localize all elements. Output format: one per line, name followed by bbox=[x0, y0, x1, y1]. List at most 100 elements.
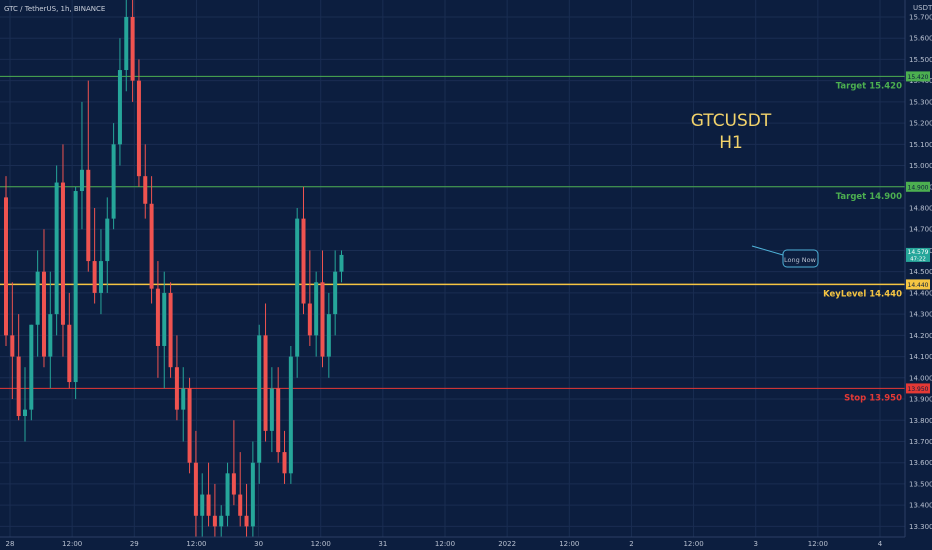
candle bbox=[117, 38, 122, 166]
callout-box bbox=[782, 249, 819, 268]
candle-body bbox=[168, 292, 173, 368]
price-tick: 15.300 bbox=[909, 98, 932, 106]
level-badge-text: 15.420 bbox=[908, 74, 929, 81]
candle-body bbox=[314, 282, 319, 336]
level-badge-text: 14.900 bbox=[908, 184, 929, 191]
candle bbox=[136, 59, 141, 187]
candle bbox=[35, 250, 40, 357]
price-axis bbox=[905, 0, 932, 550]
level-badge bbox=[906, 71, 930, 82]
long-callout[interactable]: Long Now bbox=[751, 245, 819, 268]
candle-body bbox=[301, 218, 306, 304]
candle-body bbox=[257, 335, 262, 463]
time-tick: 2022 bbox=[498, 540, 516, 548]
candle bbox=[79, 101, 84, 230]
price-tick: 15.700 bbox=[909, 13, 932, 21]
price-tick: 13.800 bbox=[909, 417, 932, 425]
candle-body bbox=[244, 515, 249, 527]
candle-body bbox=[29, 324, 34, 410]
candle-body bbox=[41, 271, 46, 357]
candle bbox=[168, 282, 173, 378]
candle-body bbox=[231, 473, 236, 495]
candle-body bbox=[212, 515, 217, 527]
candle bbox=[295, 208, 300, 378]
price-tick: 13.700 bbox=[909, 438, 932, 446]
candle-body bbox=[250, 462, 255, 527]
candle bbox=[250, 441, 255, 537]
candle-body bbox=[225, 473, 230, 516]
price-tick: 14.500 bbox=[909, 268, 932, 276]
candle bbox=[314, 271, 319, 357]
candle bbox=[73, 186, 78, 400]
time-tick: 2 bbox=[629, 540, 633, 548]
watermark-line2: H1 bbox=[719, 133, 743, 153]
currency-label: USDT bbox=[913, 4, 932, 12]
candle bbox=[16, 314, 21, 421]
candle-body bbox=[155, 288, 160, 346]
candle bbox=[124, 0, 129, 92]
candle bbox=[10, 282, 15, 400]
price-tick: 14.200 bbox=[909, 332, 932, 340]
candle-body bbox=[79, 169, 84, 192]
candle-body bbox=[288, 356, 293, 474]
candle bbox=[187, 377, 192, 474]
candle bbox=[4, 176, 8, 346]
candle bbox=[238, 452, 243, 527]
price-tick: 13.300 bbox=[909, 523, 932, 531]
candle bbox=[263, 303, 268, 442]
callout-pointer bbox=[751, 245, 784, 256]
candle bbox=[181, 367, 186, 442]
price-tick: 14.100 bbox=[909, 353, 932, 361]
price-tick: 14.000 bbox=[909, 374, 932, 382]
candle bbox=[174, 335, 179, 421]
candle bbox=[86, 80, 91, 272]
candle-body bbox=[149, 203, 154, 289]
candle-body bbox=[73, 191, 78, 383]
symbol-title: GTC / TetherUS, 1h, BINANCE bbox=[4, 5, 105, 13]
time-axis-ticks: 28 12:00 29 12:00 30 12:00 31 12:00 2022 12:00 2 12… bbox=[6, 540, 883, 548]
price-tick: 14.800 bbox=[909, 205, 932, 213]
candle-body bbox=[60, 182, 65, 325]
candle bbox=[288, 345, 293, 484]
time-tick: 4 bbox=[878, 540, 883, 548]
candle bbox=[231, 420, 236, 506]
candle bbox=[219, 505, 224, 537]
candle-body bbox=[111, 144, 116, 219]
time-tick: 12:00 bbox=[683, 540, 703, 548]
candle bbox=[212, 483, 217, 537]
level-badge bbox=[906, 383, 930, 394]
time-tick: 12:00 bbox=[186, 540, 206, 548]
level-badge bbox=[906, 181, 930, 192]
level-badge-text: 13.950 bbox=[908, 386, 929, 393]
candle bbox=[67, 292, 72, 389]
level-badge bbox=[906, 279, 930, 290]
candle bbox=[333, 250, 338, 336]
time-tick: 12:00 bbox=[435, 540, 455, 548]
time-axis bbox=[0, 537, 932, 550]
candle-body bbox=[124, 16, 129, 71]
candle bbox=[282, 430, 287, 484]
candle-body bbox=[35, 271, 40, 325]
level-label: Stop 13.950 bbox=[844, 393, 902, 403]
callout-label: Long Now bbox=[784, 256, 817, 264]
time-tick: 30 bbox=[254, 540, 263, 548]
time-tick: 29 bbox=[130, 540, 139, 548]
candle-body bbox=[48, 314, 53, 357]
candle-body bbox=[320, 282, 325, 357]
candle bbox=[130, 0, 135, 102]
current-price-badge bbox=[906, 247, 930, 262]
candle-body bbox=[339, 254, 344, 272]
time-tick: 28 bbox=[6, 540, 15, 548]
candle-body bbox=[92, 261, 97, 293]
price-tick: 15.500 bbox=[909, 56, 932, 64]
candle-body bbox=[238, 494, 243, 516]
candle bbox=[276, 367, 281, 463]
candle-body bbox=[187, 388, 192, 463]
candle-body bbox=[117, 70, 122, 145]
level-label: Target 14.900 bbox=[836, 192, 902, 202]
price-tick: 15.100 bbox=[909, 141, 932, 149]
candle-body bbox=[86, 169, 91, 262]
price-tick: 14.400 bbox=[909, 289, 932, 297]
candle bbox=[206, 462, 211, 527]
